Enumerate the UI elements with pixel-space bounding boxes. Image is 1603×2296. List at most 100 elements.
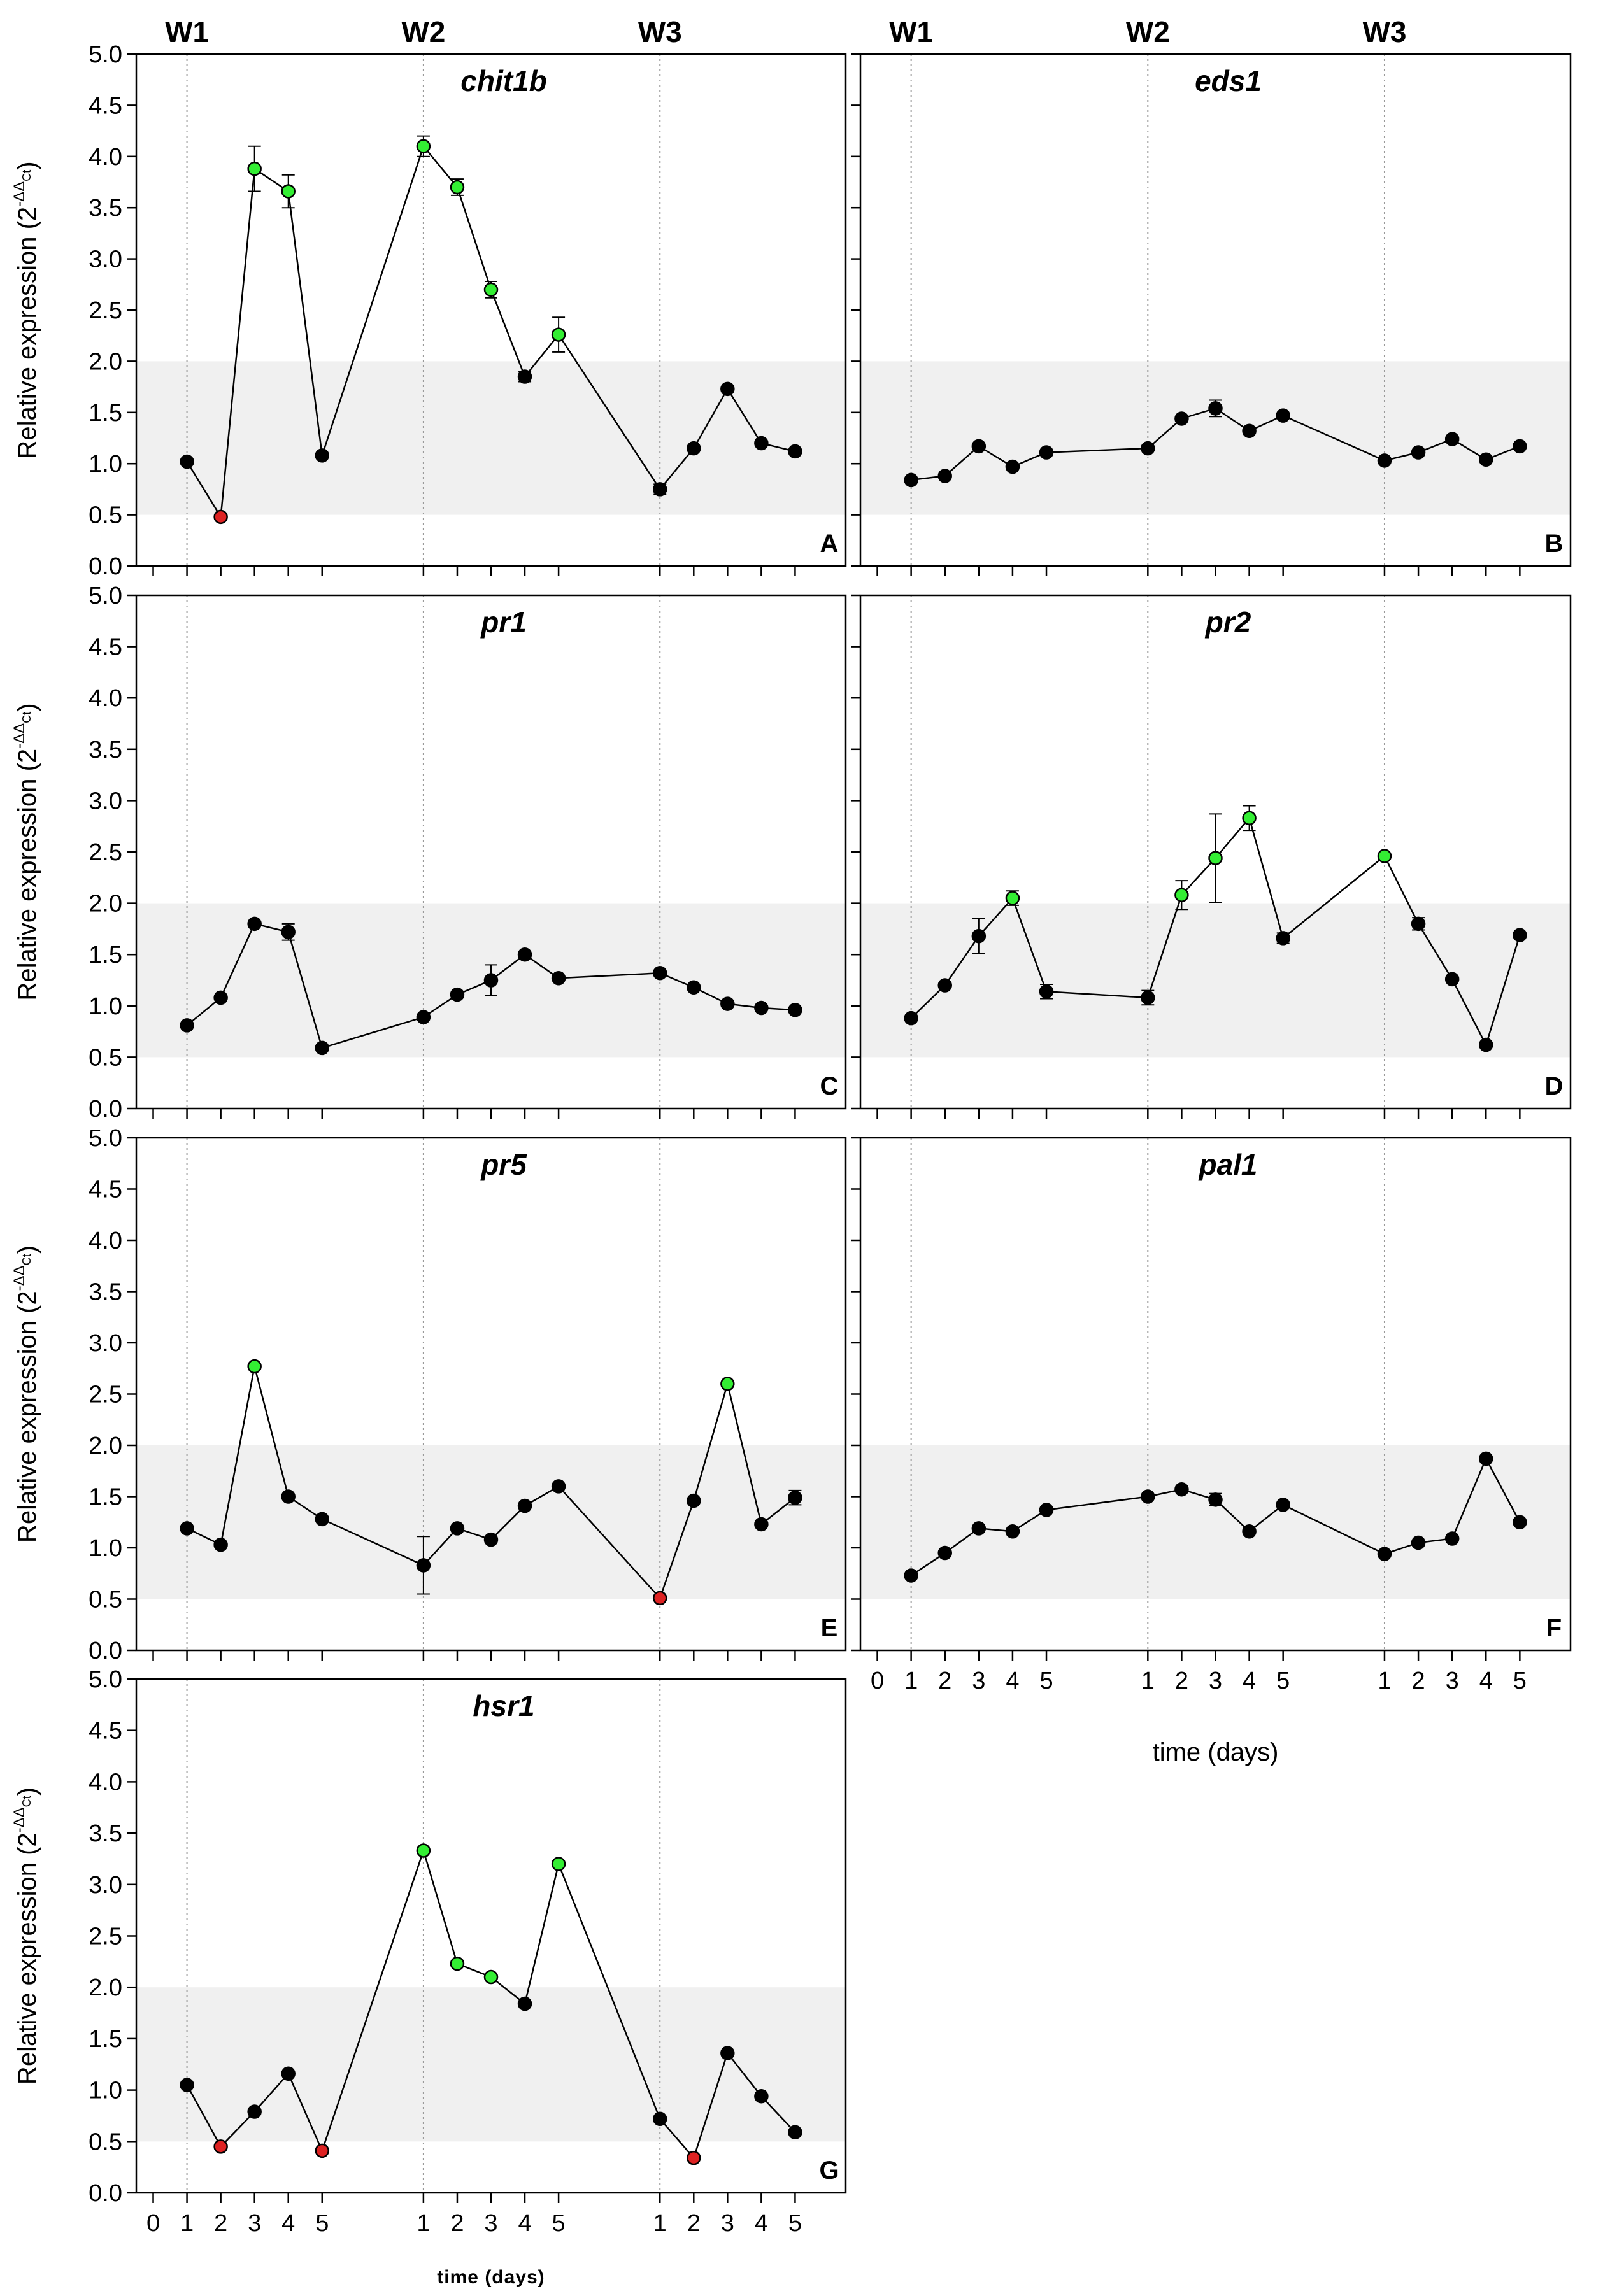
y-tick-label: 1.5 — [89, 2026, 122, 2053]
y-tick-label: 2.5 — [89, 839, 122, 866]
data-point-w1-3 — [971, 1521, 987, 1536]
x-tick-label: 1 — [1141, 1668, 1155, 1694]
y-axis-label-sub: Ct — [20, 170, 33, 181]
y-tick-label: 0.0 — [89, 1638, 122, 1664]
y-axis-label-main: Relative expression (2 — [13, 1832, 41, 2085]
data-point-w2-3 — [483, 282, 499, 297]
normal-range-band — [860, 361, 1571, 515]
y-tick-label: 5.0 — [89, 1125, 122, 1152]
normal-range-band — [860, 903, 1571, 1058]
y-axis-label-sub: Ct — [20, 1796, 33, 1807]
x-tick-label: 2 — [214, 2210, 227, 2237]
x-tick-label: 4 — [281, 2210, 295, 2237]
data-point-w2-4 — [1242, 423, 1257, 438]
data-point-w1-2 — [213, 990, 228, 1005]
y-axis-label-main: Relative expression (2 — [13, 1291, 41, 1543]
data-point-w3-3 — [1444, 432, 1460, 446]
data-point-w1-5 — [315, 2143, 330, 2158]
panel-letter: D — [1545, 1072, 1564, 1100]
data-point-w2-3 — [483, 973, 499, 988]
data-point-w2-2 — [450, 987, 465, 1002]
x-tick-label: 1 — [417, 2210, 430, 2237]
y-tick-label: 2.0 — [89, 1433, 122, 1459]
data-point-w3-3 — [1444, 972, 1460, 987]
data-point-w2-2 — [1174, 411, 1189, 426]
data-point-w2-1 — [416, 1558, 431, 1573]
x-tick-label: 2 — [1412, 1668, 1425, 1694]
data-point-w3-5 — [1513, 439, 1527, 454]
panel-letter: A — [820, 530, 839, 558]
x-tick-label: 0 — [871, 1668, 884, 1694]
data-point-w3-2 — [1411, 916, 1426, 932]
data-point-w1-4 — [281, 1489, 296, 1504]
data-point-w3-2 — [687, 1493, 701, 1508]
data-point-w2-4 — [1242, 811, 1257, 826]
y-tick-label: 3.0 — [89, 1872, 122, 1899]
y-tick-label: 2.0 — [89, 1974, 122, 2001]
week-label-w3: W3 — [638, 15, 682, 48]
data-point-w2-1 — [416, 1843, 431, 1858]
y-tick-label: 0.5 — [89, 502, 122, 529]
gene-title: chit1b — [460, 64, 546, 97]
data-point-w3-3 — [720, 1377, 735, 1391]
data-point-w2-5 — [551, 971, 566, 986]
x-tick-label: 4 — [755, 2210, 768, 2237]
gene-title: hsr1 — [473, 1689, 534, 1722]
x-tick-label: 3 — [484, 2210, 497, 2237]
y-tick-label: 3.5 — [89, 1820, 122, 1847]
x-tick-label: 3 — [721, 2210, 734, 2237]
data-point-w3-4 — [1479, 1037, 1493, 1052]
data-point-w3-1 — [1377, 1547, 1392, 1561]
y-tick-label: 4.0 — [89, 1228, 122, 1254]
data-point-w3-5 — [788, 2125, 802, 2140]
y-tick-label: 1.0 — [89, 993, 122, 1020]
y-tick-label: 3.5 — [89, 737, 122, 763]
data-point-w2-1 — [416, 139, 431, 153]
y-tick-label: 0.0 — [89, 1096, 122, 1123]
data-point-w2-3 — [483, 1532, 499, 1547]
data-point-w2-2 — [450, 1956, 465, 1971]
y-tick-label: 1.5 — [89, 400, 122, 427]
gene-title: eds1 — [1195, 64, 1262, 97]
data-point-w2-5 — [551, 1857, 566, 1871]
y-tick-label: 2.0 — [89, 891, 122, 918]
data-point-w1-4 — [1005, 1524, 1020, 1539]
x-tick-label: 2 — [450, 2210, 464, 2237]
data-point-w3-5 — [788, 1490, 802, 1505]
data-point-w1-5 — [1039, 445, 1054, 460]
y-axis-label-close: ) — [13, 1245, 41, 1254]
y-tick-label: 0.5 — [89, 1044, 122, 1071]
y-tick-label: 0.5 — [89, 2129, 122, 2155]
data-point-w2-3 — [1208, 401, 1223, 416]
data-point-w3-1 — [652, 1591, 667, 1606]
data-point-w1-1 — [904, 472, 918, 488]
panel-chit1b: 0.0 0.5 1.0 1.5 2.0 2.5 3.0 3.5 4.0 4.5 5.0 Relativ… — [11, 41, 847, 580]
data-point-w1-5 — [315, 1512, 330, 1527]
y-tick-label: 4.0 — [89, 685, 122, 712]
normal-range-band — [136, 361, 846, 515]
x-tick-label: 0 — [146, 2210, 160, 2237]
x-tick-label: 1 — [904, 1668, 918, 1694]
data-point-w1-3 — [971, 439, 987, 454]
data-point-w1-3 — [971, 928, 987, 944]
panel-letter: B — [1545, 530, 1564, 558]
data-point-w1-2 — [937, 469, 952, 483]
x-tick-label: 1 — [1378, 1668, 1391, 1694]
data-point-w2-2 — [1174, 888, 1189, 902]
x-tick-label: 1 — [180, 2210, 194, 2237]
y-axis-label-main: Relative expression (2 — [13, 207, 41, 459]
data-point-w1-3 — [247, 161, 262, 176]
data-point-w1-4 — [1005, 891, 1020, 905]
y-tick-label: 3.0 — [89, 788, 122, 814]
y-tick-label: 3.5 — [89, 1279, 122, 1306]
x-tick-label: 2 — [1175, 1668, 1188, 1694]
y-axis-label-close: ) — [13, 703, 41, 711]
data-point-w2-3 — [1208, 1492, 1223, 1507]
data-point-w1-5 — [315, 1040, 330, 1056]
data-point-w1-5 — [1039, 984, 1054, 999]
data-point-w1-2 — [213, 509, 228, 525]
data-point-w3-4 — [1479, 452, 1493, 467]
data-point-w3-5 — [788, 444, 802, 459]
data-point-w1-2 — [937, 1545, 952, 1561]
